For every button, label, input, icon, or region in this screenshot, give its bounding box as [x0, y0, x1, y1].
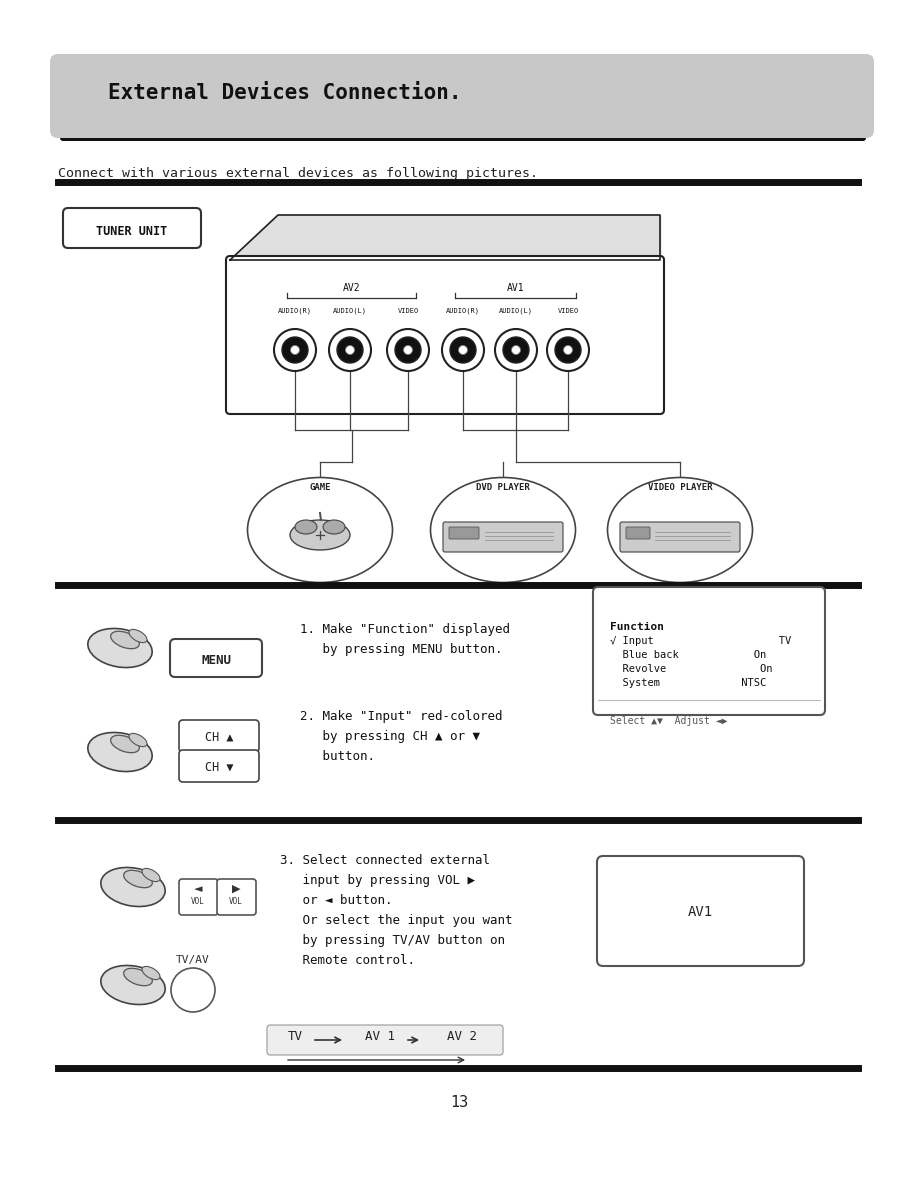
Text: AUDIO(L): AUDIO(L): [499, 308, 533, 315]
FancyBboxPatch shape: [593, 587, 825, 715]
Text: System             NTSC: System NTSC: [610, 678, 767, 688]
Text: TV/AV: TV/AV: [176, 955, 210, 965]
Text: CH ▼: CH ▼: [205, 762, 233, 775]
Circle shape: [458, 346, 467, 354]
FancyBboxPatch shape: [443, 522, 563, 552]
Ellipse shape: [295, 520, 317, 533]
Text: 2. Make "Input" red-colored
   by pressing CH ▲ or ▼
   button.: 2. Make "Input" red-colored by pressing …: [300, 710, 502, 763]
FancyBboxPatch shape: [597, 857, 804, 966]
FancyBboxPatch shape: [620, 522, 740, 552]
Ellipse shape: [129, 733, 147, 746]
Text: VIDEO: VIDEO: [557, 308, 578, 314]
Circle shape: [329, 329, 371, 371]
Text: Select ▲▼  Adjust ◄▶: Select ▲▼ Adjust ◄▶: [610, 716, 727, 726]
Text: MENU: MENU: [201, 655, 231, 666]
Ellipse shape: [101, 867, 165, 906]
Ellipse shape: [124, 871, 152, 887]
Text: AV1: AV1: [688, 905, 712, 920]
Text: AUDIO(L): AUDIO(L): [333, 308, 367, 315]
Ellipse shape: [142, 966, 160, 980]
Ellipse shape: [111, 631, 140, 649]
Text: ◄: ◄: [194, 884, 202, 895]
Text: Connect with various external devices as following pictures.: Connect with various external devices as…: [58, 168, 538, 181]
FancyBboxPatch shape: [50, 53, 874, 138]
Text: AV 1: AV 1: [365, 1030, 395, 1043]
Text: Blue back            On: Blue back On: [610, 650, 767, 661]
Ellipse shape: [129, 630, 147, 643]
FancyBboxPatch shape: [179, 720, 259, 752]
Text: Function: Function: [610, 623, 664, 632]
Polygon shape: [230, 215, 660, 260]
Text: AV1: AV1: [507, 283, 524, 293]
FancyBboxPatch shape: [170, 639, 262, 677]
Circle shape: [345, 346, 354, 354]
Text: External Devices Connection.: External Devices Connection.: [108, 83, 462, 103]
Circle shape: [547, 329, 589, 371]
Ellipse shape: [323, 520, 345, 533]
FancyBboxPatch shape: [226, 255, 664, 413]
FancyBboxPatch shape: [626, 527, 650, 539]
FancyBboxPatch shape: [217, 879, 256, 915]
Text: VIDEO: VIDEO: [397, 308, 419, 314]
Ellipse shape: [608, 478, 753, 582]
Text: ▶: ▶: [231, 884, 241, 895]
Text: DVD PLAYER: DVD PLAYER: [476, 484, 530, 492]
Text: AUDIO(R): AUDIO(R): [278, 308, 312, 315]
Circle shape: [442, 329, 484, 371]
Circle shape: [404, 346, 412, 354]
Circle shape: [395, 337, 421, 364]
Circle shape: [274, 329, 316, 371]
Circle shape: [564, 346, 573, 354]
Ellipse shape: [124, 968, 152, 986]
Circle shape: [290, 346, 299, 354]
Ellipse shape: [431, 478, 576, 582]
Text: VOL: VOL: [230, 897, 243, 906]
Text: √ Input                    TV: √ Input TV: [610, 636, 791, 646]
FancyBboxPatch shape: [267, 1025, 503, 1055]
Circle shape: [171, 968, 215, 1012]
Text: VIDEO PLAYER: VIDEO PLAYER: [648, 484, 712, 492]
FancyBboxPatch shape: [179, 879, 218, 915]
Ellipse shape: [248, 478, 393, 582]
Circle shape: [495, 329, 537, 371]
Text: TUNER UNIT: TUNER UNIT: [96, 225, 168, 238]
Ellipse shape: [142, 868, 160, 881]
Circle shape: [511, 346, 521, 354]
Ellipse shape: [88, 733, 152, 771]
FancyBboxPatch shape: [449, 527, 479, 539]
Text: AUDIO(R): AUDIO(R): [446, 308, 480, 315]
Text: TV: TV: [287, 1030, 303, 1043]
Circle shape: [555, 337, 581, 364]
Circle shape: [503, 337, 529, 364]
Text: Revolve               On: Revolve On: [610, 664, 773, 674]
Text: VOL: VOL: [191, 897, 205, 906]
Text: CH ▲: CH ▲: [205, 731, 233, 744]
Circle shape: [387, 329, 429, 371]
Ellipse shape: [88, 628, 152, 668]
FancyBboxPatch shape: [63, 208, 201, 248]
Circle shape: [282, 337, 308, 364]
FancyBboxPatch shape: [60, 124, 866, 141]
Text: 1. Make "Function" displayed
   by pressing MENU button.: 1. Make "Function" displayed by pressing…: [300, 623, 510, 656]
Ellipse shape: [101, 966, 165, 1005]
Circle shape: [337, 337, 363, 364]
Text: 13: 13: [450, 1095, 468, 1110]
Text: 3. Select connected external
   input by pressing VOL ▶
   or ◄ button.
   Or se: 3. Select connected external input by pr…: [280, 854, 512, 967]
Text: AV2: AV2: [342, 283, 360, 293]
Ellipse shape: [111, 735, 140, 753]
Text: GAME: GAME: [309, 484, 330, 492]
Circle shape: [450, 337, 476, 364]
FancyBboxPatch shape: [179, 750, 259, 782]
Ellipse shape: [290, 520, 350, 550]
Text: AV 2: AV 2: [447, 1030, 477, 1043]
